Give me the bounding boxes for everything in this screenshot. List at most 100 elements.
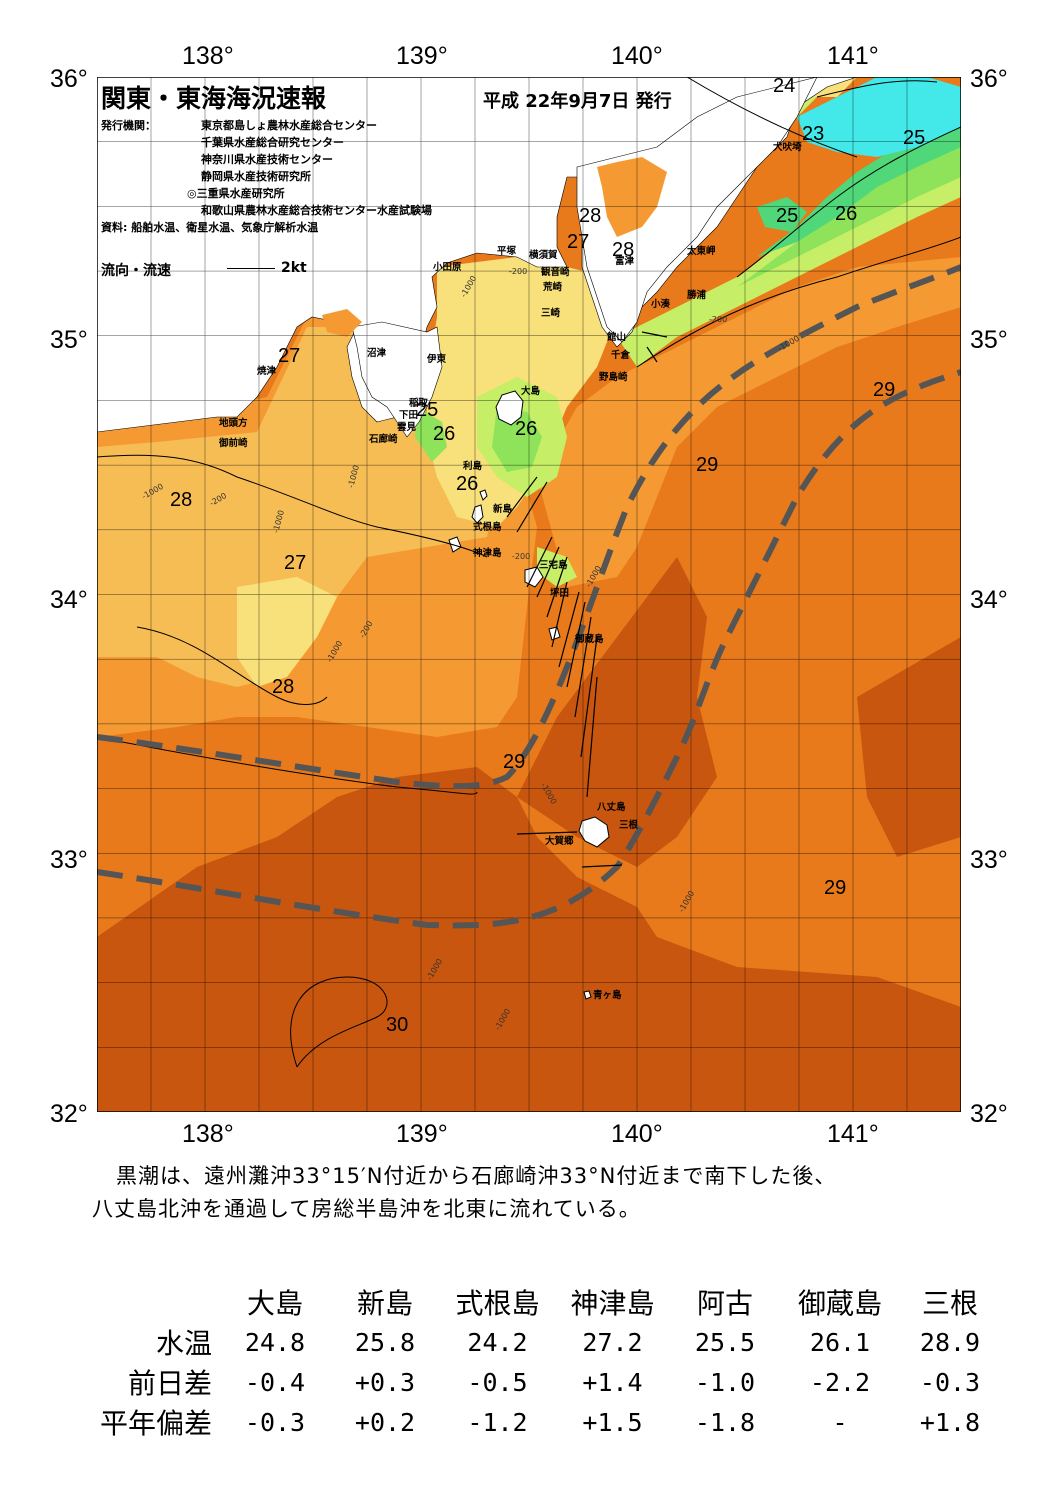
table-row: 平年偏差 -0.3 +0.2 -1.2 +1.5 -1.8 - +1.8 (70, 1402, 1000, 1442)
isotherm-label: 27 (567, 231, 590, 253)
place-label: 小田原 (433, 262, 462, 273)
table-cell: +1.5 (582, 1407, 643, 1437)
row-label: 水温 (155, 1327, 212, 1360)
table-header-row: 大島 新島 式根島 神津島 阿古 御蔵島 三根 (70, 1282, 1000, 1322)
isotherm-label: 28 (579, 205, 602, 227)
issuer-2: 千葉県水産総合研究センター (201, 136, 344, 149)
sea-temperature-map: 関東・東海海況速報 平成 22年9月7日 発行 発行機関： 東京都島しょ農林水産… (97, 75, 961, 1112)
lon-label-top: 139° (396, 42, 448, 70)
depth-label: -200 (512, 552, 531, 561)
table-cell: -1.2 (467, 1407, 528, 1437)
place-label: 大島 (521, 386, 541, 397)
row-label: 前日差 (127, 1367, 212, 1400)
place-label: 観音崎 (541, 267, 570, 278)
lat-label-right: 32° (970, 1100, 1008, 1128)
column-header: 阿古 (696, 1287, 753, 1320)
sea-zone-24-cold (757, 197, 807, 232)
table-cell: -2.2 (809, 1367, 871, 1397)
lat-label-right: 33° (970, 846, 1008, 874)
sea-zone-23 (797, 77, 961, 157)
place-label: 稲取 (409, 398, 429, 409)
table-cell: +1.8 (919, 1407, 981, 1437)
summary-line: 八丈島北沖を通過して房総半島沖を北東に流れている。 (92, 1197, 641, 1221)
table-cell: +1.4 (582, 1367, 643, 1397)
table-cell: +0.3 (354, 1367, 416, 1397)
isotherm-label: 28 (272, 676, 295, 698)
lon-label-bottom: 141° (827, 1120, 879, 1148)
isotherm-label: 27 (284, 552, 307, 574)
place-label: 横須賀 (529, 250, 558, 261)
isotherm-label: 29 (696, 454, 719, 476)
table-cell: 25.5 (694, 1327, 756, 1357)
column-header: 御蔵島 (797, 1287, 882, 1320)
place-label: 荒崎 (543, 282, 563, 293)
table-cell: -0.3 (919, 1367, 981, 1397)
table-cell: -1.8 (694, 1407, 756, 1437)
sea-zone-26-light-b (237, 577, 337, 687)
column-header: 大島 (246, 1287, 303, 1320)
map-canvas (97, 77, 961, 1112)
isotherm-label: 25 (416, 399, 439, 421)
table-cell: 27.2 (582, 1327, 643, 1357)
column-header: 式根島 (455, 1287, 540, 1320)
table-cell: +0.2 (354, 1407, 416, 1437)
place-label: 富津 (615, 256, 635, 267)
depth-label: -200 (709, 315, 728, 324)
place-label: 千倉 (611, 350, 631, 361)
table-cell: 24.8 (244, 1327, 306, 1357)
lon-label-top: 140° (611, 42, 663, 70)
place-label: 地頭方 (219, 418, 248, 429)
isotherm-label: 28 (170, 489, 193, 511)
isotherm-label: 26 (515, 418, 538, 440)
table-cell: -0.3 (244, 1407, 306, 1437)
isotherm-label: 25 (776, 205, 799, 227)
isotherm-label: 29 (824, 877, 847, 899)
place-label: 犬吠埼 (773, 142, 802, 153)
place-label: 伊東 (427, 354, 447, 365)
isotherm-label: 26 (835, 203, 858, 225)
issuer-label: 発行機関： (101, 119, 156, 132)
lat-label-left: 33° (50, 846, 88, 874)
lat-label-left: 35° (50, 326, 88, 354)
lat-label-left: 32° (50, 1100, 88, 1128)
isotherm-label: 26 (433, 423, 456, 445)
island-toshima (479, 489, 488, 501)
sea-zone-30c (857, 637, 961, 857)
table-cell: 28.9 (919, 1327, 981, 1357)
place-label: 小湊 (651, 299, 671, 310)
table-cell: 24.2 (467, 1327, 528, 1357)
land-shaded-suruga (322, 309, 362, 337)
place-label: 三宅島 (539, 560, 568, 571)
flow-legend-label: 流向・流速 (101, 263, 171, 279)
sea-zone-28b (537, 257, 961, 587)
place-label: 大賀郷 (545, 836, 574, 847)
table-corner (70, 1282, 220, 1322)
data-sources: 資料: 船舶水温、衛星水温、気象庁解析水温 (101, 221, 319, 234)
isotherm-label: 25 (903, 127, 926, 149)
place-label: 利島 (463, 461, 483, 472)
place-label: 新島 (493, 504, 513, 515)
row-label: 平年偏差 (99, 1407, 212, 1440)
table-cell: -0.5 (467, 1367, 528, 1397)
isotherm-label: 26 (456, 473, 479, 495)
place-label: 雲見 (397, 422, 417, 433)
place-label: 御蔵島 (575, 634, 604, 645)
kuroshio-summary: 黒潮は、遠州灘沖33°15′N付近から石廊崎沖33°N付近まで南下した後、 八丈… (92, 1160, 992, 1226)
place-label: 青ヶ島 (593, 990, 622, 1001)
place-label: 神津島 (473, 548, 502, 559)
place-label: 沼津 (367, 348, 387, 359)
lat-label-left: 36° (50, 65, 88, 93)
table-cell: -1.0 (694, 1367, 756, 1397)
map-title: 関東・東海海況速報 (101, 84, 327, 113)
sea-zone-30b (517, 557, 717, 867)
island-temperature-table: 大島 新島 式根島 神津島 阿古 御蔵島 三根 水温 24.8 25.8 24.… (70, 1282, 1000, 1442)
isotherm-label: 28 (612, 239, 635, 261)
place-label: 三崎 (541, 308, 561, 319)
sea-zone-25-oshima (492, 407, 542, 472)
isotherm-label: 24 (773, 75, 796, 97)
issuer-3: 神奈川県水産技術センター (201, 153, 333, 166)
summary-line: 黒潮は、遠州灘沖33°15′N付近から石廊崎沖33°N付近まで南下した後、 (116, 1164, 837, 1188)
lat-label-left: 34° (50, 586, 88, 614)
isotherm-label: 23 (802, 123, 825, 145)
issuer-4: 静岡県水産技術研究所 (201, 170, 311, 183)
